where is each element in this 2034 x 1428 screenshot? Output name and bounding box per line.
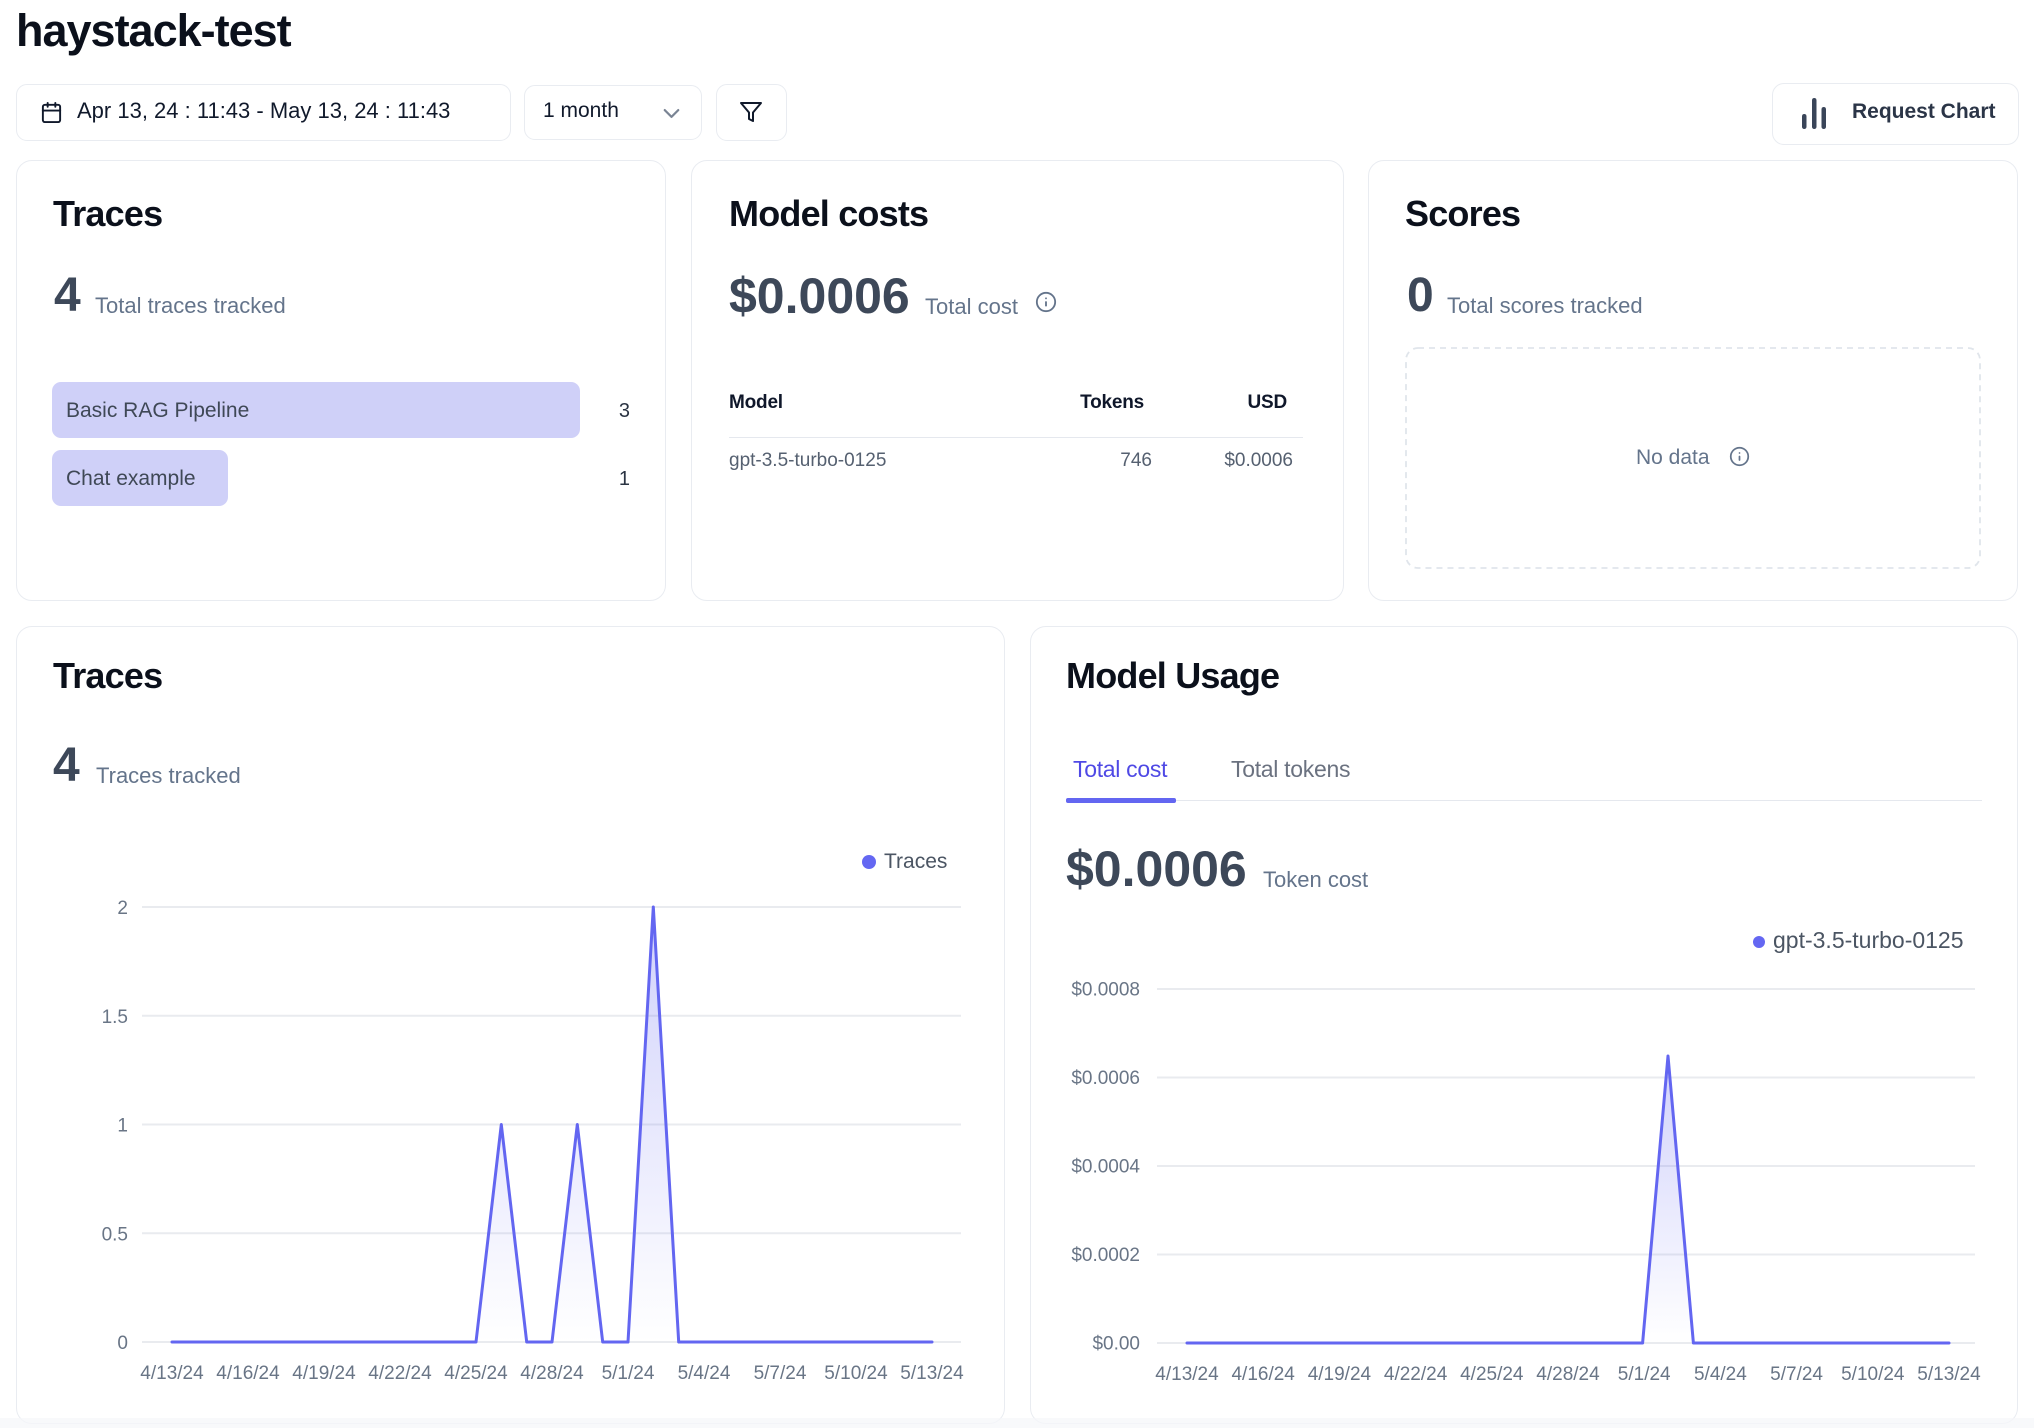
svg-text:0: 0 bbox=[117, 1333, 128, 1354]
svg-text:5/4/24: 5/4/24 bbox=[678, 1363, 731, 1384]
svg-text:4/28/24: 4/28/24 bbox=[520, 1363, 584, 1384]
svg-text:4/28/24: 4/28/24 bbox=[1536, 1364, 1600, 1385]
svg-text:4/19/24: 4/19/24 bbox=[292, 1363, 356, 1384]
svg-text:5/7/24: 5/7/24 bbox=[754, 1363, 807, 1384]
svg-text:0.5: 0.5 bbox=[102, 1224, 128, 1245]
svg-text:$0.00: $0.00 bbox=[1092, 1334, 1140, 1355]
svg-text:5/4/24: 5/4/24 bbox=[1694, 1364, 1747, 1385]
svg-text:5/10/24: 5/10/24 bbox=[824, 1363, 888, 1384]
svg-text:5/1/24: 5/1/24 bbox=[1618, 1364, 1671, 1385]
svg-text:4/22/24: 4/22/24 bbox=[1384, 1364, 1448, 1385]
svg-text:5/13/24: 5/13/24 bbox=[900, 1363, 964, 1384]
svg-text:5/10/24: 5/10/24 bbox=[1841, 1364, 1905, 1385]
svg-text:4/22/24: 4/22/24 bbox=[368, 1363, 432, 1384]
svg-text:1: 1 bbox=[117, 1116, 128, 1137]
svg-text:$0.0008: $0.0008 bbox=[1071, 980, 1140, 1001]
svg-text:4/19/24: 4/19/24 bbox=[1308, 1364, 1372, 1385]
svg-text:4/16/24: 4/16/24 bbox=[216, 1363, 280, 1384]
svg-text:4/25/24: 4/25/24 bbox=[1460, 1364, 1524, 1385]
svg-text:1.5: 1.5 bbox=[102, 1007, 128, 1028]
svg-text:$0.0002: $0.0002 bbox=[1071, 1245, 1140, 1266]
svg-text:$0.0004: $0.0004 bbox=[1071, 1157, 1140, 1178]
svg-text:2: 2 bbox=[117, 898, 128, 919]
svg-text:4/13/24: 4/13/24 bbox=[1155, 1364, 1219, 1385]
svg-text:4/13/24: 4/13/24 bbox=[140, 1363, 204, 1384]
svg-text:5/13/24: 5/13/24 bbox=[1917, 1364, 1981, 1385]
svg-text:4/16/24: 4/16/24 bbox=[1231, 1364, 1295, 1385]
svg-text:5/7/24: 5/7/24 bbox=[1770, 1364, 1823, 1385]
svg-text:4/25/24: 4/25/24 bbox=[444, 1363, 508, 1384]
svg-text:$0.0006: $0.0006 bbox=[1071, 1068, 1140, 1089]
svg-text:5/1/24: 5/1/24 bbox=[602, 1363, 655, 1384]
